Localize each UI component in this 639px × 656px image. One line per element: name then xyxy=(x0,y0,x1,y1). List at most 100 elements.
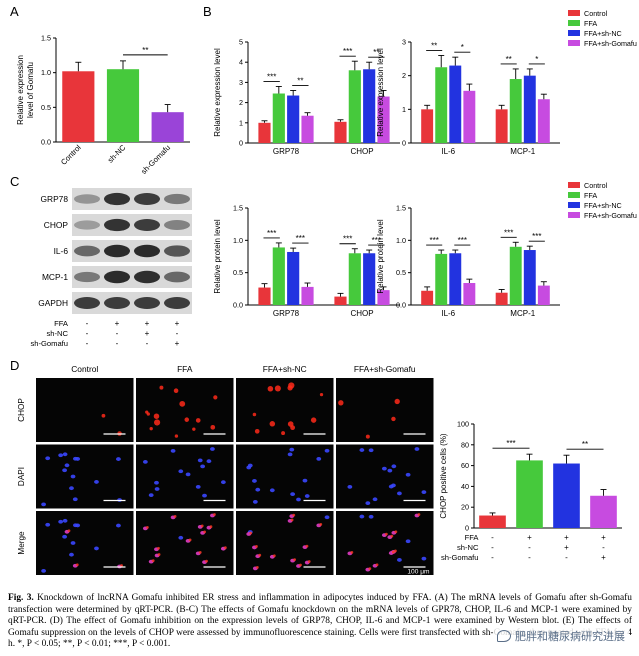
band-label: IL-6 xyxy=(54,246,69,256)
significance-label: *** xyxy=(506,439,515,448)
chop-signal xyxy=(159,385,164,390)
merge-signal xyxy=(203,530,207,534)
merge-signal xyxy=(173,514,177,518)
y-tick-label: 1 xyxy=(239,118,243,127)
y-tick-label: 3 xyxy=(402,38,406,47)
significance-label: *** xyxy=(267,72,276,81)
y-tick-label: 0.0 xyxy=(396,301,406,310)
bar xyxy=(363,69,376,143)
chop-signal xyxy=(254,428,260,434)
legend-entry: FFA+sh-Gomafu xyxy=(584,211,637,220)
merge-signal xyxy=(305,544,309,548)
y-tick-label: 0.5 xyxy=(41,103,51,112)
significance-label: *** xyxy=(430,236,439,245)
x-tick-label: sh-NC xyxy=(106,143,128,165)
chop-signal xyxy=(149,426,153,431)
y-tick-label: 1 xyxy=(402,105,406,114)
treatment-mark: - xyxy=(146,339,149,348)
x-tick-label: GRP78 xyxy=(273,309,300,318)
treatment-label: sh-NC xyxy=(457,543,479,552)
dapi-nucleus xyxy=(154,487,160,491)
significance-label: ** xyxy=(506,55,512,64)
chop-signal xyxy=(184,417,190,422)
bar xyxy=(377,290,390,305)
dapi-nucleus xyxy=(391,464,397,469)
dapi-nucleus xyxy=(387,468,393,473)
bar xyxy=(258,122,271,143)
bar xyxy=(106,69,140,142)
merge-nucleus xyxy=(41,568,46,573)
bar xyxy=(348,253,361,305)
y-tick-label: 80 xyxy=(461,440,469,449)
y-tick-label: 4 xyxy=(239,58,243,67)
dapi-nucleus xyxy=(269,488,275,493)
bar xyxy=(509,79,522,143)
blot-band xyxy=(74,194,100,204)
chop-signal xyxy=(338,400,344,406)
significance-label: *** xyxy=(532,232,541,241)
merge-signal xyxy=(384,532,388,536)
dapi-nucleus xyxy=(324,448,330,453)
merge-nucleus xyxy=(397,558,402,562)
if-row-label: DAPI xyxy=(17,467,26,486)
chop-signal xyxy=(290,425,296,431)
blot-strip xyxy=(72,292,192,314)
if-image xyxy=(336,378,434,442)
if-image xyxy=(236,444,334,509)
merge-nucleus xyxy=(178,535,184,540)
merge-signal xyxy=(307,560,311,563)
y-axis-label: Relative expression xyxy=(16,55,25,125)
significance-label: *** xyxy=(458,236,467,245)
y-axis-label: Relative protein level xyxy=(213,219,222,293)
treatment-label: sh-Gomafu xyxy=(441,553,479,562)
dapi-nucleus xyxy=(252,479,257,483)
y-tick-label: 2 xyxy=(402,71,406,80)
x-tick-label: MCP-1 xyxy=(510,309,535,318)
merge-nucleus xyxy=(70,541,76,545)
legend-entry: FFA+sh-Gomafu xyxy=(584,39,637,48)
treatment-label: sh-NC xyxy=(46,329,68,338)
y-tick-label: 0.0 xyxy=(41,138,51,147)
merge-nucleus xyxy=(359,514,365,519)
bar xyxy=(334,296,347,305)
merge-signal xyxy=(145,526,149,529)
y-tick-label: 0 xyxy=(402,139,406,148)
chop-signal xyxy=(173,388,179,393)
y-tick-label: 0.0 xyxy=(233,301,243,310)
band-label: MCP-1 xyxy=(42,272,68,282)
dapi-nucleus xyxy=(347,484,353,489)
chop-signal xyxy=(281,431,286,436)
treatment-label: FFA xyxy=(54,319,69,328)
dapi-nucleus xyxy=(170,448,176,453)
if-image-background xyxy=(336,378,434,442)
dapi-nucleus xyxy=(397,491,402,496)
if-image-background xyxy=(336,511,434,575)
merge-signal xyxy=(293,558,297,562)
y-tick-label: 0.5 xyxy=(396,268,406,277)
merge-signal xyxy=(292,513,296,517)
legend-swatch xyxy=(568,20,580,26)
blot-band xyxy=(104,297,130,309)
merge-signal xyxy=(258,553,262,557)
y-tick-label: 40 xyxy=(461,482,469,491)
merge-signal xyxy=(209,525,213,529)
if-image-background xyxy=(336,444,434,509)
bar xyxy=(537,285,550,305)
dapi-nucleus xyxy=(185,472,191,477)
if-row-label: Merge xyxy=(17,531,26,555)
dapi-nucleus xyxy=(388,484,394,489)
dapi-nucleus xyxy=(210,447,215,451)
legend-entry: Control xyxy=(584,181,608,190)
treatment-mark: - xyxy=(602,543,605,552)
merge-signal xyxy=(394,549,397,553)
merge-signal xyxy=(75,563,79,567)
legend-entry: FFA+sh-NC xyxy=(584,29,622,38)
if-column-header: Control xyxy=(71,364,98,374)
dapi-nucleus xyxy=(45,456,51,461)
bar xyxy=(151,112,184,142)
treatment-mark: + xyxy=(601,553,606,562)
merge-signal xyxy=(157,553,161,556)
merge-signal xyxy=(350,550,354,554)
legend-entry: Control xyxy=(584,9,608,18)
